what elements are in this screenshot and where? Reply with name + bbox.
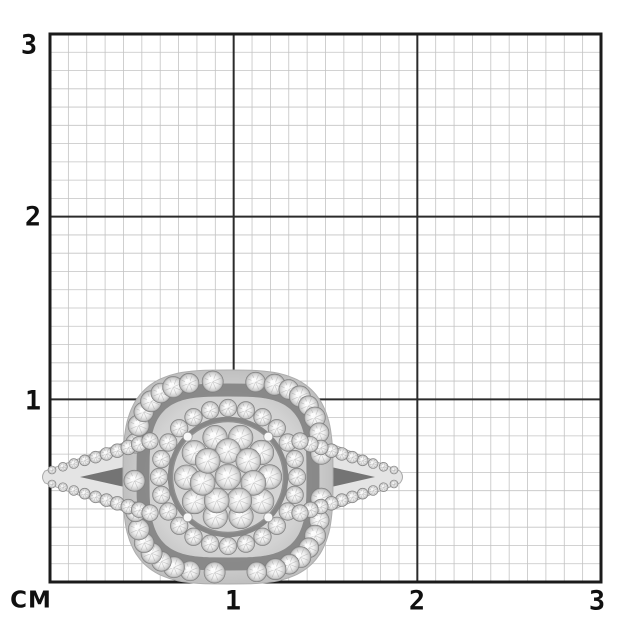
diamond-stone [367, 458, 379, 469]
diamond-stone [89, 490, 102, 504]
diamond-stone [215, 438, 241, 464]
diamond-stone [285, 485, 304, 504]
diamond-stone [201, 370, 224, 393]
diamond-stone [170, 516, 189, 535]
diamond-stone [267, 419, 286, 438]
diamond-stone [235, 447, 262, 474]
diamond-stone [47, 465, 57, 475]
diamond-stone [203, 561, 226, 584]
diamond-stone [253, 408, 272, 427]
diamond-stone [346, 450, 359, 464]
diamond-stone [291, 504, 309, 522]
diamond-stone [218, 536, 238, 556]
diamond-stone [47, 479, 57, 489]
diamond-stone [346, 490, 359, 504]
diamond-stone [184, 527, 203, 546]
diamond-stone [89, 450, 102, 464]
diamond-stone [152, 450, 171, 469]
diamond-stone [389, 479, 399, 489]
diamond-stone [214, 463, 242, 491]
diamond-stone [68, 485, 80, 496]
diamond-stone [245, 371, 266, 393]
axis-label-bottom-2cm: 2 [408, 585, 426, 617]
diamond-stone [302, 436, 319, 453]
diamond-stone [152, 485, 171, 504]
diamond-stone [170, 419, 189, 438]
diamond-stone [141, 504, 159, 522]
diamond-stone [149, 467, 169, 487]
diamond-stone [335, 493, 349, 507]
diamond-stone [123, 469, 146, 492]
diamond-stone [218, 398, 238, 418]
diamond-stone [179, 560, 201, 582]
axis-label-bottom-3cm: 3 [588, 585, 606, 617]
diamond-ring-photo [42, 369, 403, 585]
diamond-stone [267, 516, 286, 535]
diamond-stone [99, 493, 114, 507]
diamond-stone [127, 518, 150, 541]
diamond-stone [226, 487, 253, 514]
diamond-stone [287, 467, 307, 487]
diamond-stone [253, 527, 272, 546]
diamond-stone [356, 487, 369, 500]
diamond-stone [141, 432, 159, 450]
diamond-stone [194, 447, 221, 474]
diamond-stone [285, 450, 304, 469]
diamond-stone [389, 465, 399, 475]
diamond-stone [68, 458, 80, 469]
diamond-stone [246, 561, 267, 583]
diamond-stone [58, 461, 68, 472]
axis-label-bottom-1cm: 1 [224, 585, 242, 617]
diamond-stone [378, 482, 389, 493]
diamond-stone [189, 469, 216, 496]
diamond-stone [367, 485, 379, 496]
diamond-stone [291, 432, 309, 450]
diamond-stone [236, 534, 255, 553]
diamond-stone [356, 454, 369, 467]
axis-label-left-2cm: 2 [24, 201, 42, 233]
diamond-stone [178, 373, 200, 394]
diamond-stone [308, 422, 330, 443]
diamond-stone [203, 487, 230, 514]
diamond-stone [78, 487, 91, 500]
diamond-stone [159, 502, 178, 521]
diamond-stone [378, 461, 389, 472]
diamond-stone [58, 482, 68, 493]
axis-label-left-1cm: 1 [24, 385, 42, 417]
axis-unit-label-cm: СМ [10, 587, 52, 614]
diamond-stone [201, 401, 220, 420]
diamond-stone [201, 534, 220, 553]
diamond-stone [78, 454, 91, 467]
diamond-stone [240, 469, 267, 496]
diamond-stone [159, 433, 178, 452]
diamond-stone [184, 408, 203, 427]
diamond-stone [236, 401, 255, 420]
diamond-stone [264, 558, 287, 581]
axis-label-left-3cm: 3 [20, 29, 38, 61]
